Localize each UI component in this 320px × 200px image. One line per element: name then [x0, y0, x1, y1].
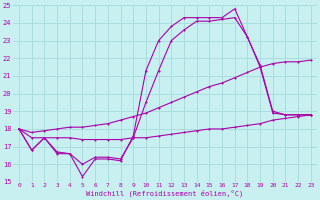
X-axis label: Windchill (Refroidissement éolien,°C): Windchill (Refroidissement éolien,°C): [86, 190, 244, 197]
